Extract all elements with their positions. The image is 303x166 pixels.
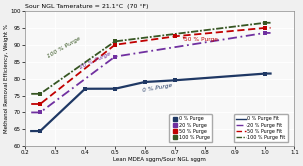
Legend: 0 % Purge Fit, 20 % Purge Fit, 50 % Purge Fit, 100 % Purge Fit: 0 % Purge Fit, 20 % Purge Fit, 50 % Purg… [234,114,288,142]
Point [38,111,43,114]
Point [112,40,117,43]
Point [262,27,267,29]
Text: Sour NGL Tamerature = 21.1°C  (70 °F): Sour NGL Tamerature = 21.1°C (70 °F) [25,4,149,9]
Point [38,103,43,105]
X-axis label: Lean MDEA sggm/Sour NGL sggm: Lean MDEA sggm/Sour NGL sggm [113,157,206,162]
Point [262,72,267,75]
Text: 50 % Purge: 50 % Purge [184,37,218,42]
Text: 0 % Purge: 0 % Purge [142,83,172,93]
Point [83,87,88,90]
Point [262,32,267,34]
Y-axis label: Methanol Removal Efficiency, Weight %: Methanol Removal Efficiency, Weight % [4,24,9,133]
Point [112,55,117,58]
Point [262,21,267,24]
Point [38,130,43,132]
Point [172,79,177,82]
Point [112,87,117,90]
Point [172,35,177,38]
Point [142,81,147,83]
Point [38,92,43,95]
Point [112,43,117,46]
Text: 100 % Purge: 100 % Purge [46,36,81,59]
Text: 20 % Purge: 20 % Purge [79,52,112,70]
